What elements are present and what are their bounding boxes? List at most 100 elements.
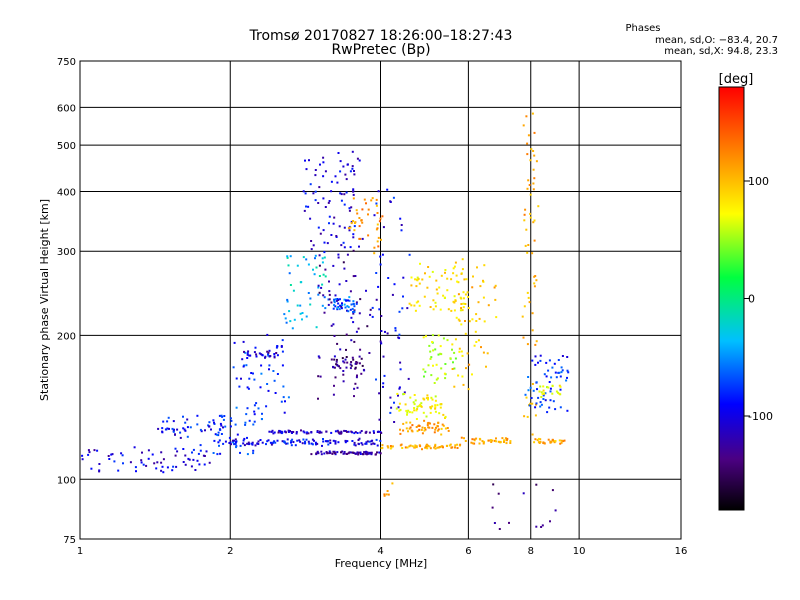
data-point bbox=[535, 403, 537, 406]
data-point bbox=[533, 441, 536, 444]
data-point bbox=[358, 355, 361, 358]
data-point bbox=[274, 392, 277, 394]
data-point bbox=[370, 443, 373, 446]
data-point bbox=[399, 428, 401, 431]
data-point bbox=[539, 385, 542, 388]
data-point bbox=[361, 237, 364, 240]
data-point bbox=[338, 365, 340, 368]
data-point bbox=[523, 415, 526, 418]
data-point bbox=[322, 440, 325, 443]
data-point bbox=[353, 225, 356, 228]
data-point bbox=[367, 234, 370, 237]
data-point bbox=[533, 177, 536, 180]
data-point bbox=[161, 431, 164, 434]
data-point bbox=[273, 440, 276, 443]
data-point bbox=[532, 182, 535, 185]
data-point bbox=[435, 426, 437, 429]
data-point bbox=[432, 299, 435, 302]
data-point bbox=[337, 256, 340, 259]
data-point bbox=[293, 318, 296, 321]
data-point bbox=[342, 373, 345, 376]
data-point bbox=[412, 401, 415, 404]
data-point bbox=[443, 372, 446, 375]
data-point bbox=[327, 443, 330, 446]
data-point bbox=[328, 450, 331, 453]
data-point bbox=[309, 217, 312, 220]
data-point bbox=[350, 361, 353, 363]
data-point bbox=[278, 429, 281, 432]
data-point bbox=[322, 438, 324, 440]
data-point bbox=[285, 431, 287, 434]
data-point bbox=[383, 494, 386, 497]
data-point bbox=[259, 439, 262, 441]
data-point bbox=[429, 447, 432, 450]
data-point bbox=[337, 152, 340, 154]
data-point bbox=[194, 469, 197, 471]
data-point bbox=[140, 461, 143, 464]
data-point bbox=[365, 450, 367, 453]
data-point bbox=[542, 394, 545, 397]
data-point bbox=[354, 431, 357, 434]
data-point bbox=[277, 431, 280, 434]
data-point bbox=[461, 354, 464, 357]
data-point bbox=[353, 443, 356, 446]
data-point bbox=[356, 374, 358, 377]
data-point bbox=[380, 330, 383, 332]
data-point bbox=[280, 432, 283, 435]
data-point bbox=[548, 359, 551, 362]
data-point bbox=[314, 441, 317, 444]
data-point bbox=[546, 386, 548, 389]
data-point bbox=[301, 318, 303, 321]
data-point bbox=[509, 442, 512, 444]
x-tick-label: 10 bbox=[573, 546, 586, 557]
data-point bbox=[421, 278, 424, 281]
data-point bbox=[330, 324, 333, 327]
data-point bbox=[340, 199, 343, 202]
data-point bbox=[290, 441, 292, 444]
data-point bbox=[220, 414, 223, 417]
data-point bbox=[339, 192, 342, 195]
data-point bbox=[551, 392, 554, 395]
data-point bbox=[344, 439, 347, 442]
data-point bbox=[205, 450, 208, 453]
data-point bbox=[332, 439, 335, 442]
data-point bbox=[208, 425, 211, 428]
data-point bbox=[120, 452, 123, 455]
data-point bbox=[550, 440, 553, 443]
data-point bbox=[346, 440, 349, 443]
data-point bbox=[258, 352, 261, 355]
data-point bbox=[352, 188, 355, 191]
data-point bbox=[332, 450, 335, 453]
data-point bbox=[318, 275, 321, 277]
data-point bbox=[299, 304, 302, 307]
data-point bbox=[467, 296, 470, 298]
data-point bbox=[250, 442, 253, 445]
data-point bbox=[444, 271, 446, 274]
data-point bbox=[213, 439, 216, 442]
data-point bbox=[444, 427, 447, 430]
data-point bbox=[175, 465, 178, 468]
data-point bbox=[541, 393, 544, 396]
data-point bbox=[460, 303, 463, 305]
data-point bbox=[315, 326, 318, 329]
data-point bbox=[404, 446, 407, 449]
data-point bbox=[543, 373, 546, 376]
data-point bbox=[264, 355, 267, 358]
data-point bbox=[389, 411, 392, 414]
data-point bbox=[343, 452, 346, 455]
data-point bbox=[558, 392, 561, 395]
data-point bbox=[410, 284, 413, 287]
data-point bbox=[460, 323, 463, 326]
data-point bbox=[337, 306, 340, 308]
data-point bbox=[315, 452, 318, 455]
data-point bbox=[322, 161, 325, 164]
data-point bbox=[284, 317, 287, 320]
data-point bbox=[473, 344, 476, 347]
data-point bbox=[261, 354, 264, 357]
data-point bbox=[323, 256, 326, 259]
data-point bbox=[267, 389, 270, 392]
data-point bbox=[342, 360, 345, 363]
data-point bbox=[375, 438, 378, 441]
data-point bbox=[538, 442, 541, 444]
data-point bbox=[562, 440, 565, 443]
